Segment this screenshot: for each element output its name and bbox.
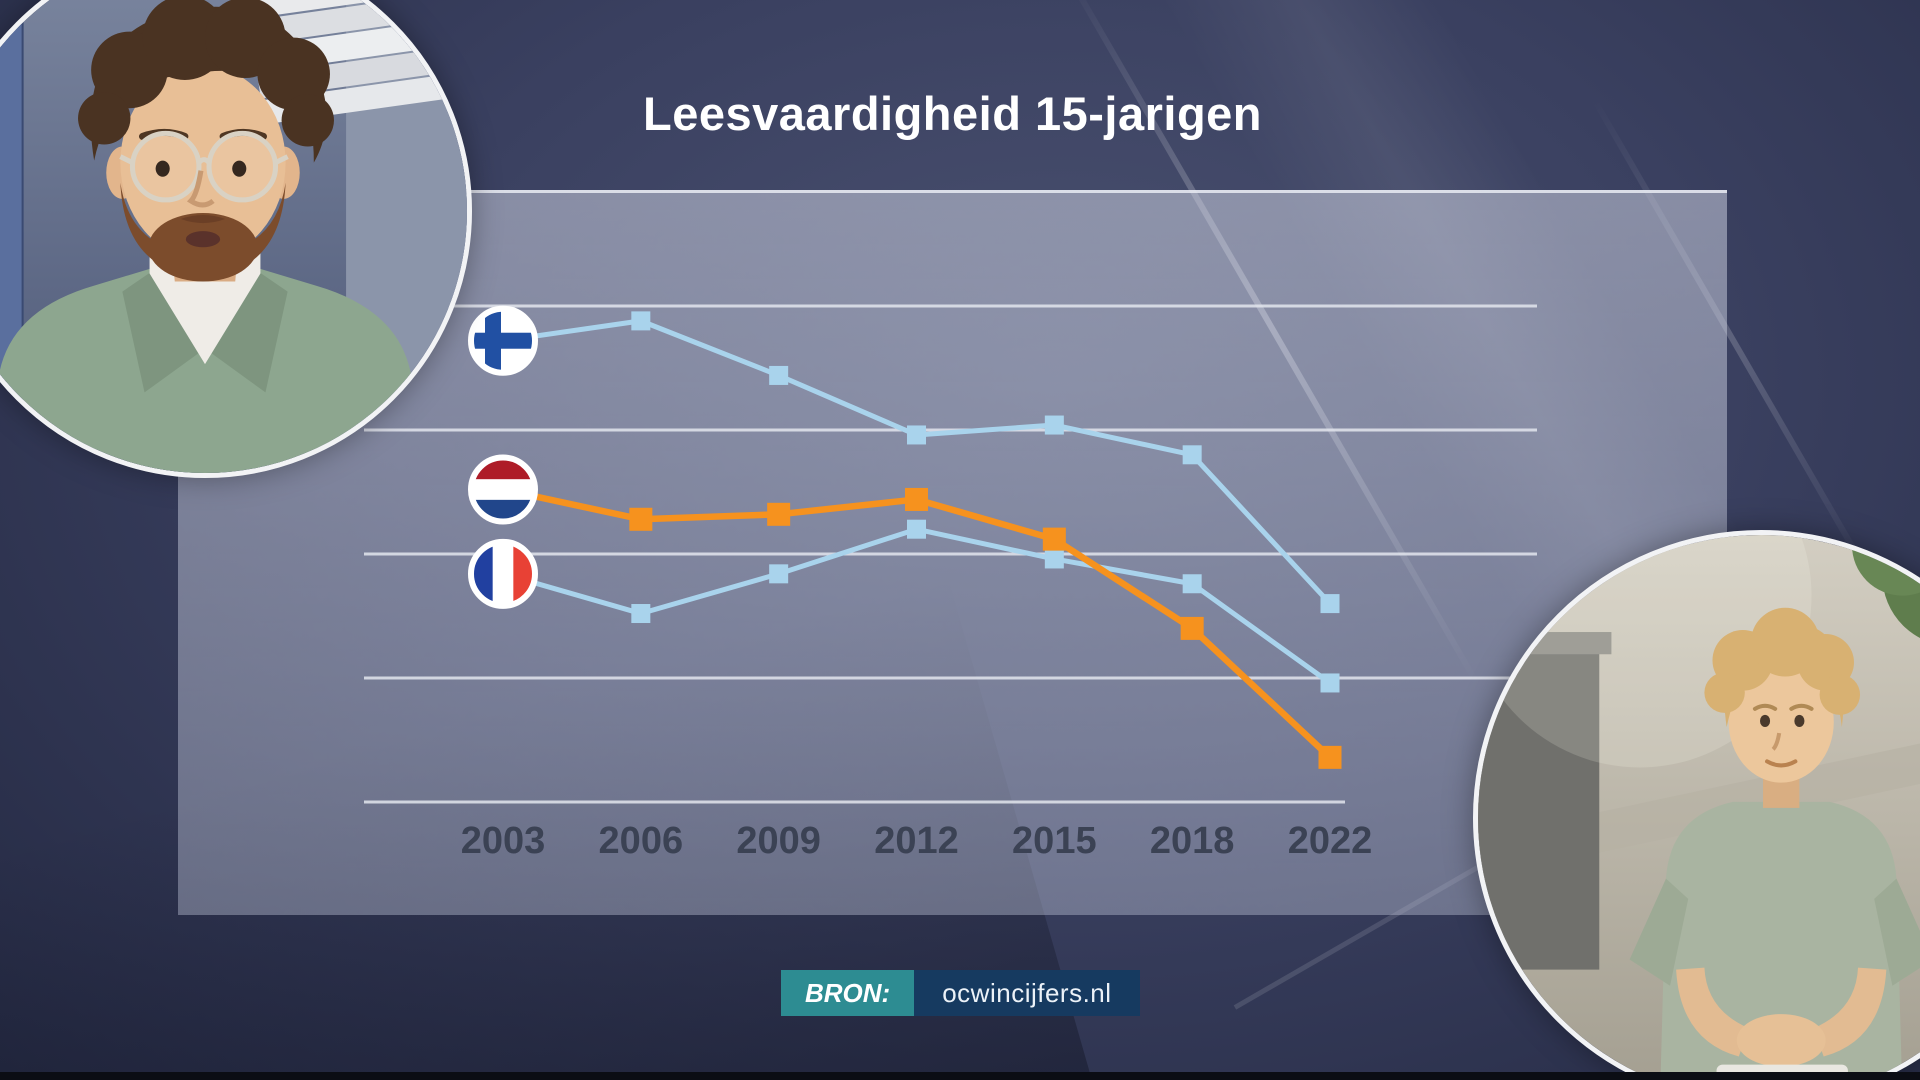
source-value: ocwincijfers.nl [914, 970, 1140, 1016]
source-label: BRON: [781, 970, 915, 1016]
bottom-letterbox-bar [0, 1072, 1920, 1080]
chart-title: Leesvaardigheid 15-jarigen [642, 87, 1263, 140]
glasses-icon [119, 130, 289, 203]
source-badge: BRON: ocwincijfers.nl [781, 970, 1140, 1016]
guest-photo [1473, 530, 1920, 1080]
